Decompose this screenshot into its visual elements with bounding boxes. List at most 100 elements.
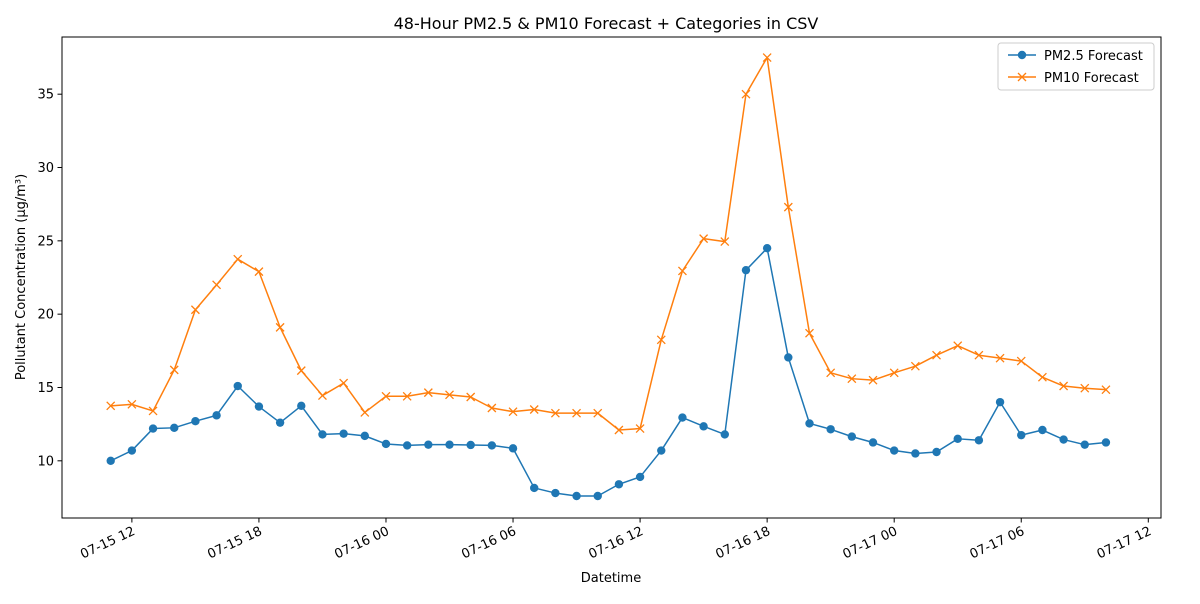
data-point — [254, 402, 264, 411]
x-axis-ticks: 07-15 12 07-15 18 07-16 00 07-16 06 07-16 12… — [78, 518, 1154, 562]
data-point — [106, 401, 116, 411]
data-point — [106, 456, 115, 466]
data-point — [868, 375, 878, 385]
data-point — [783, 202, 793, 212]
data-point — [974, 350, 984, 360]
data-point — [1080, 383, 1090, 393]
data-point — [826, 368, 836, 378]
data-point — [550, 408, 560, 418]
series-line — [110, 247, 1107, 497]
data-point — [657, 446, 666, 455]
data-point — [508, 444, 518, 453]
data-point — [953, 434, 962, 444]
y-axis-ticks: 10 15 20 25 30 35 — [37, 88, 62, 469]
x-tick-label: 07-15 18 — [205, 524, 264, 562]
data-point — [762, 243, 772, 253]
data-point — [1038, 425, 1047, 435]
y-axis-label: Pollutant Concentration (µg/m³) — [14, 174, 29, 380]
data-point — [1101, 438, 1111, 447]
data-point — [1016, 356, 1026, 366]
data-point — [466, 440, 475, 450]
y-tick-label: 10 — [37, 454, 54, 469]
data-point — [233, 254, 243, 264]
legend-marker-pm25 — [1017, 50, 1027, 60]
data-point — [551, 488, 560, 498]
data-point — [847, 432, 857, 441]
data-point — [127, 399, 137, 409]
data-point — [614, 480, 624, 489]
data-point — [233, 381, 242, 391]
data-point — [402, 441, 412, 450]
x-tick-label: 07-16 12 — [586, 524, 645, 562]
data-point — [254, 267, 264, 277]
data-point — [1017, 430, 1026, 440]
data-point — [847, 374, 857, 384]
data-point — [953, 341, 963, 351]
data-point — [296, 366, 306, 376]
data-point — [593, 408, 603, 418]
data-point — [720, 237, 730, 247]
data-point — [530, 483, 539, 493]
legend-label-pm10: PM10 Forecast — [1044, 71, 1139, 86]
y-tick-label: 20 — [37, 308, 54, 323]
data-point — [699, 234, 709, 244]
data-point — [1080, 440, 1089, 449]
data-point — [360, 431, 370, 441]
data-point — [995, 353, 1005, 363]
data-point — [212, 411, 221, 420]
data-point — [614, 425, 624, 435]
data-point — [317, 391, 327, 401]
data-point — [445, 390, 454, 400]
data-point — [169, 365, 179, 375]
data-point — [508, 407, 518, 417]
data-point — [699, 422, 708, 431]
data-point — [212, 280, 222, 290]
data-point — [911, 449, 920, 458]
data-point — [466, 392, 476, 402]
data-point — [529, 405, 539, 414]
data-point — [1059, 381, 1069, 391]
x-axis-label: Datetime — [581, 571, 641, 586]
data-point — [910, 361, 920, 371]
data-point — [445, 440, 454, 449]
data-point — [381, 391, 391, 401]
y-tick-label: 30 — [37, 161, 54, 176]
data-point — [339, 378, 349, 388]
data-point — [148, 424, 158, 433]
data-point — [297, 401, 306, 411]
data-point — [932, 350, 942, 360]
data-point — [275, 322, 285, 332]
data-point — [190, 305, 200, 315]
data-point — [487, 441, 497, 450]
series-pm10 — [106, 53, 1111, 435]
data-point — [424, 440, 433, 449]
data-point — [191, 417, 200, 426]
data-point — [572, 408, 582, 418]
x-tick-label: 07-17 00 — [841, 524, 900, 562]
x-tick-label: 07-16 00 — [332, 524, 391, 562]
data-point — [1059, 435, 1068, 444]
data-point — [805, 419, 814, 428]
data-point — [678, 413, 687, 422]
series-layer — [106, 53, 1111, 501]
data-point — [360, 407, 370, 417]
x-tick-label: 07-17 12 — [1095, 524, 1154, 562]
data-point — [275, 418, 285, 427]
data-point — [572, 491, 581, 501]
data-point — [423, 388, 433, 398]
plot-area: 07-15 12 07-15 18 07-16 00 07-16 06 07-16 12… — [37, 36, 1162, 562]
data-point — [784, 353, 793, 362]
y-tick-label: 15 — [37, 381, 54, 396]
data-point — [1037, 372, 1047, 382]
legend-box — [997, 42, 1155, 91]
data-point — [170, 423, 179, 433]
data-point — [487, 403, 497, 413]
data-point — [741, 89, 751, 99]
data-point — [805, 328, 814, 338]
data-point — [995, 397, 1005, 407]
data-point — [318, 430, 327, 439]
data-point — [593, 491, 602, 501]
data-point — [889, 368, 899, 378]
chart-title: 48-Hour PM2.5 & PM10 Forecast + Categori… — [394, 14, 819, 33]
